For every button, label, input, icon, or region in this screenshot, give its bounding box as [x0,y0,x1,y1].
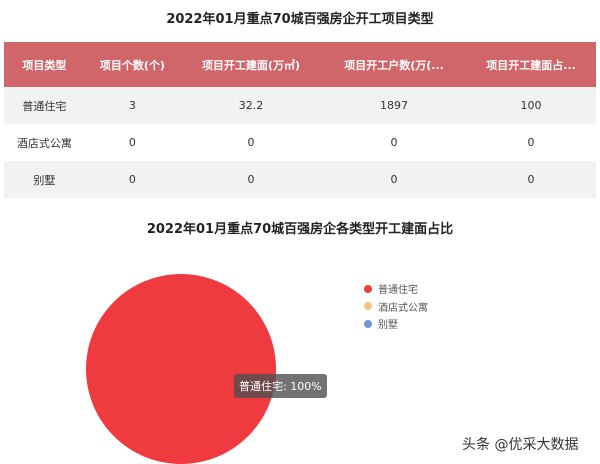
table-cell: 0 [247,136,255,149]
table-cell: 100 [466,87,596,124]
column-header[interactable]: 项目个数(个) [84,42,180,87]
data-table: 项目类型 项目个数(个) 项目开工建面(万㎡) 项目开工户数(万(... 项目开工建面占… [4,42,596,198]
table-cell: 0 [321,161,467,198]
column-header[interactable]: 项目类型 [4,42,85,87]
legend-dot-icon [364,284,372,293]
table-cell: 3 [84,87,180,124]
table-cell: 酒店式公寓 [16,136,72,150]
table-cell: 普通住宅 [4,87,85,124]
legend-label: 普通住宅 [378,285,418,297]
table-cell: 0 [390,136,398,149]
table-title: 2022年01月重点70城百强房企开工项目类型 [166,12,434,27]
table-cell: 32.2 [180,87,322,124]
table-cell: 0 [84,161,180,198]
column-header[interactable]: 项目开工建面占... [466,42,596,87]
table-cell: 0 [527,136,535,149]
table-cell: 别墅 [4,161,85,198]
watermark: 头条 @优采大数据 [462,437,579,453]
legend-dot-icon [364,319,372,328]
legend-item[interactable]: 酒店式公寓 [364,298,428,316]
legend-item[interactable]: 普通住宅 [364,280,428,298]
table-cell: 0 [180,161,322,198]
table-cell: 1897 [321,87,467,124]
legend-label: 酒店式公寓 [378,302,428,314]
column-header[interactable]: 项目开工户数(万(... [321,42,467,87]
table-cell: 0 [128,136,136,149]
table-row: 普通住宅 3 32.2 1897 100 [4,87,596,124]
legend-item[interactable]: 别墅 [364,315,428,333]
table-cell: 0 [466,161,596,198]
legend-label: 别墅 [378,320,398,332]
tooltip: 普通住宅: 100% [234,374,327,398]
pie-slice[interactable] [86,274,276,464]
table-row: 酒店式公寓 0 0 0 0 [4,124,596,161]
column-header[interactable]: 项目开工建面(万㎡) [180,42,322,87]
legend-dot-icon [364,302,372,311]
table-row: 别墅 0 0 0 0 [4,161,596,198]
legend: 普通住宅酒店式公寓别墅 [364,280,428,333]
chart-title: 2022年01月重点70城百强房企各类型开工建面占比 [146,222,454,237]
